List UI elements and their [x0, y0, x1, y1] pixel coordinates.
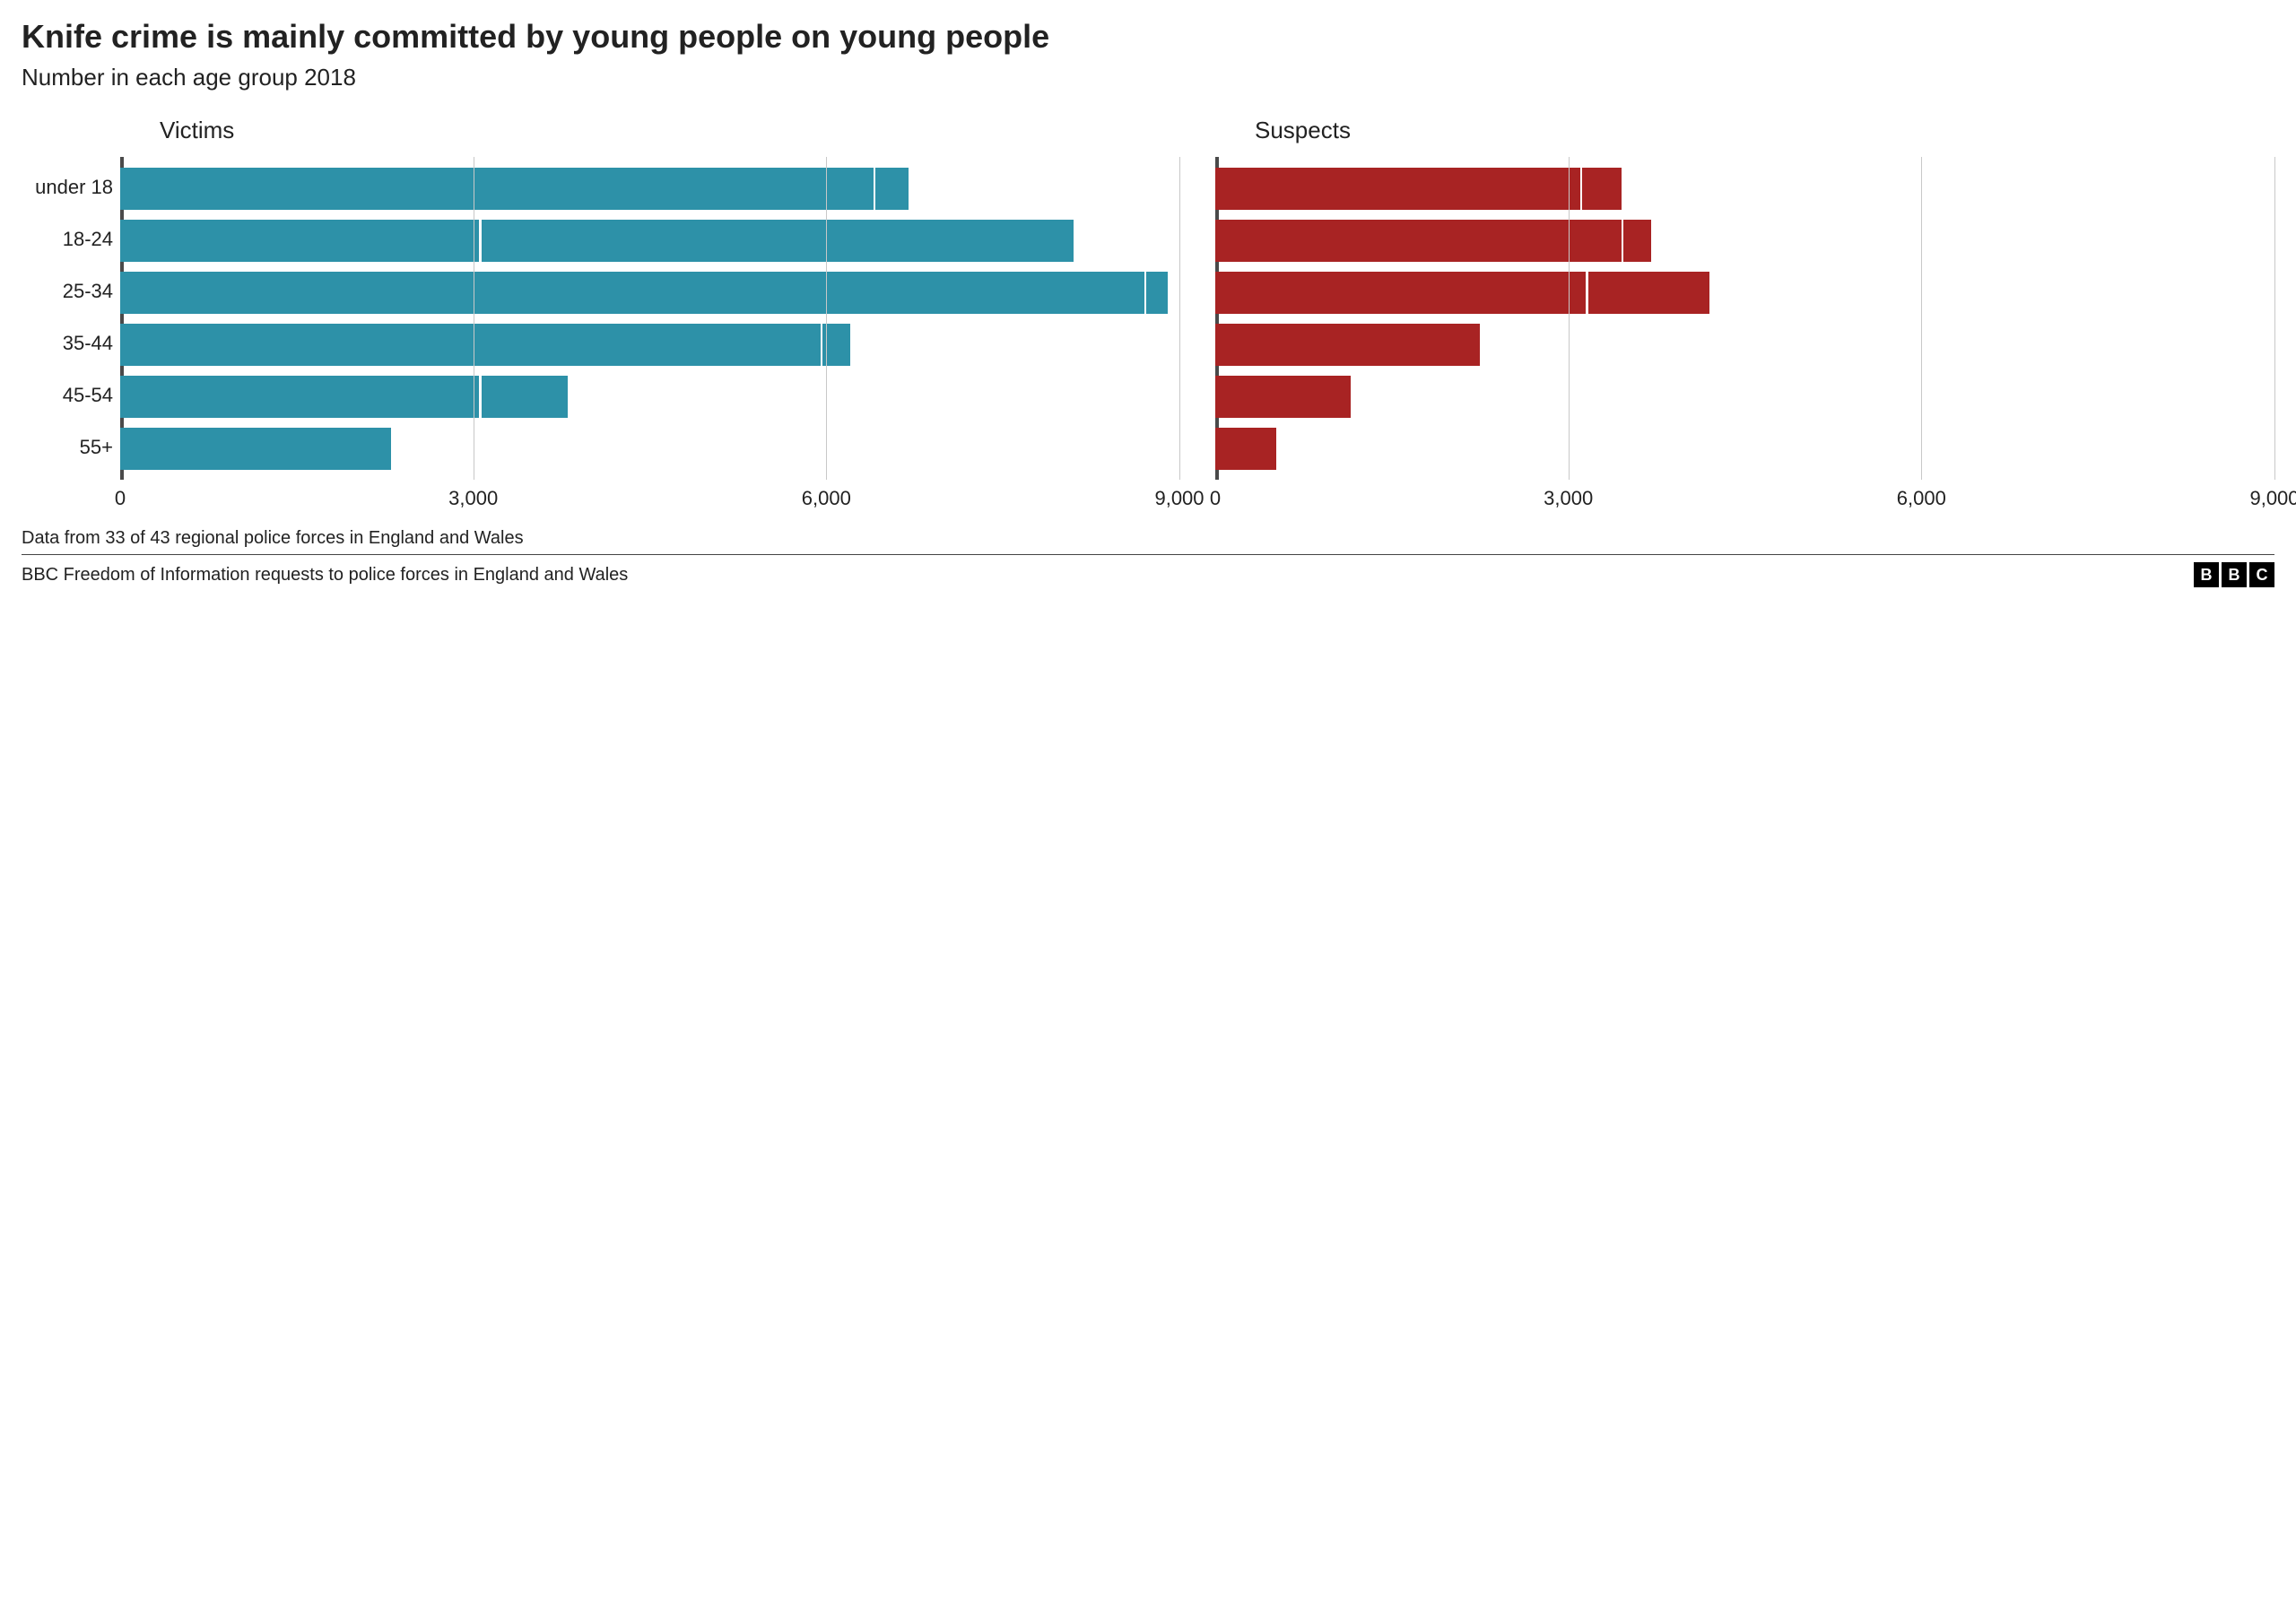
bar-row: [1215, 370, 2274, 422]
panel-title-victims: Victims: [160, 117, 1179, 144]
category-label: 55+: [20, 421, 120, 473]
bar-row: [120, 266, 1179, 318]
divider: [22, 554, 2274, 555]
bar: [120, 168, 909, 211]
chart-footnote: Data from 33 of 43 regional police force…: [22, 528, 2274, 549]
x-tick-label: 6,000: [802, 487, 851, 510]
bar: [120, 376, 568, 419]
bar: [1215, 376, 1351, 419]
bar-row: [120, 370, 1179, 422]
plot-area-suspects: [1215, 157, 2274, 480]
bar-marker: [479, 220, 482, 263]
bar-marker: [1622, 220, 1624, 263]
bar-row: [120, 162, 1179, 214]
category-label: 45-54: [20, 369, 120, 421]
bar: [1215, 324, 1480, 367]
x-axis-suspects: 03,0006,0009,000: [1215, 480, 2274, 512]
bar-marker: [821, 324, 823, 367]
bar-marker: [1580, 168, 1583, 211]
category-labels: under 1818-2425-3435-4445-5455+: [20, 156, 120, 479]
gridline: [1921, 157, 1922, 480]
x-tick-label: 3,000: [1544, 487, 1593, 510]
bbc-logo-letter: B: [2222, 562, 2247, 587]
x-tick-label: 3,000: [448, 487, 498, 510]
bar-row: [120, 422, 1179, 474]
bar-row: [1215, 266, 2274, 318]
chart-title: Knife crime is mainly committed by young…: [22, 18, 2274, 55]
bar-marker: [1144, 272, 1147, 315]
source-row: BBC Freedom of Information requests to p…: [22, 562, 2274, 587]
x-tick-label: 9,000: [2249, 487, 2296, 510]
x-axis-victims: 03,0006,0009,000: [120, 480, 1179, 512]
bar-marker: [874, 168, 876, 211]
x-tick-label: 9,000: [1154, 487, 1204, 510]
gridline: [1179, 157, 1180, 480]
bar-row: [120, 318, 1179, 370]
bbc-logo: BBC: [2194, 562, 2274, 587]
bar: [1215, 220, 1651, 263]
chart-subtitle: Number in each age group 2018: [22, 64, 2274, 91]
x-tick-label: 0: [1210, 487, 1221, 510]
gridline: [826, 157, 827, 480]
charts-container: under 1818-2425-3435-4445-5455+ Victims …: [120, 117, 2274, 512]
bbc-logo-letter: C: [2249, 562, 2274, 587]
bars-suspects: [1215, 157, 2274, 480]
bar: [120, 220, 1074, 263]
bar-marker: [1586, 272, 1588, 315]
category-label: under 18: [20, 161, 120, 213]
bars-victims: [120, 157, 1179, 480]
bar-row: [1215, 318, 2274, 370]
gridline: [1569, 157, 1570, 480]
bar-marker: [479, 376, 482, 419]
bar-row: [1215, 422, 2274, 474]
plot-area-victims: [120, 157, 1179, 480]
chart-panel-victims: Victims 03,0006,0009,000: [120, 117, 1179, 512]
bar: [120, 272, 1168, 315]
bar-row: [1215, 162, 2274, 214]
category-label: 35-44: [20, 317, 120, 369]
x-tick-label: 0: [115, 487, 126, 510]
bar-row: [1215, 214, 2274, 266]
bar: [120, 428, 391, 471]
source-text: BBC Freedom of Information requests to p…: [22, 565, 628, 586]
bbc-logo-letter: B: [2194, 562, 2219, 587]
gridline: [2274, 157, 2275, 480]
bar: [1215, 428, 1276, 471]
panel-title-suspects: Suspects: [1255, 117, 2274, 144]
chart-panel-suspects: Suspects 03,0006,0009,000: [1215, 117, 2274, 512]
x-tick-label: 6,000: [1897, 487, 1946, 510]
bar-row: [120, 214, 1179, 266]
bar: [1215, 272, 1709, 315]
bar: [1215, 168, 1622, 211]
category-label: 18-24: [20, 213, 120, 265]
category-label: 25-34: [20, 265, 120, 317]
bar: [120, 324, 850, 367]
